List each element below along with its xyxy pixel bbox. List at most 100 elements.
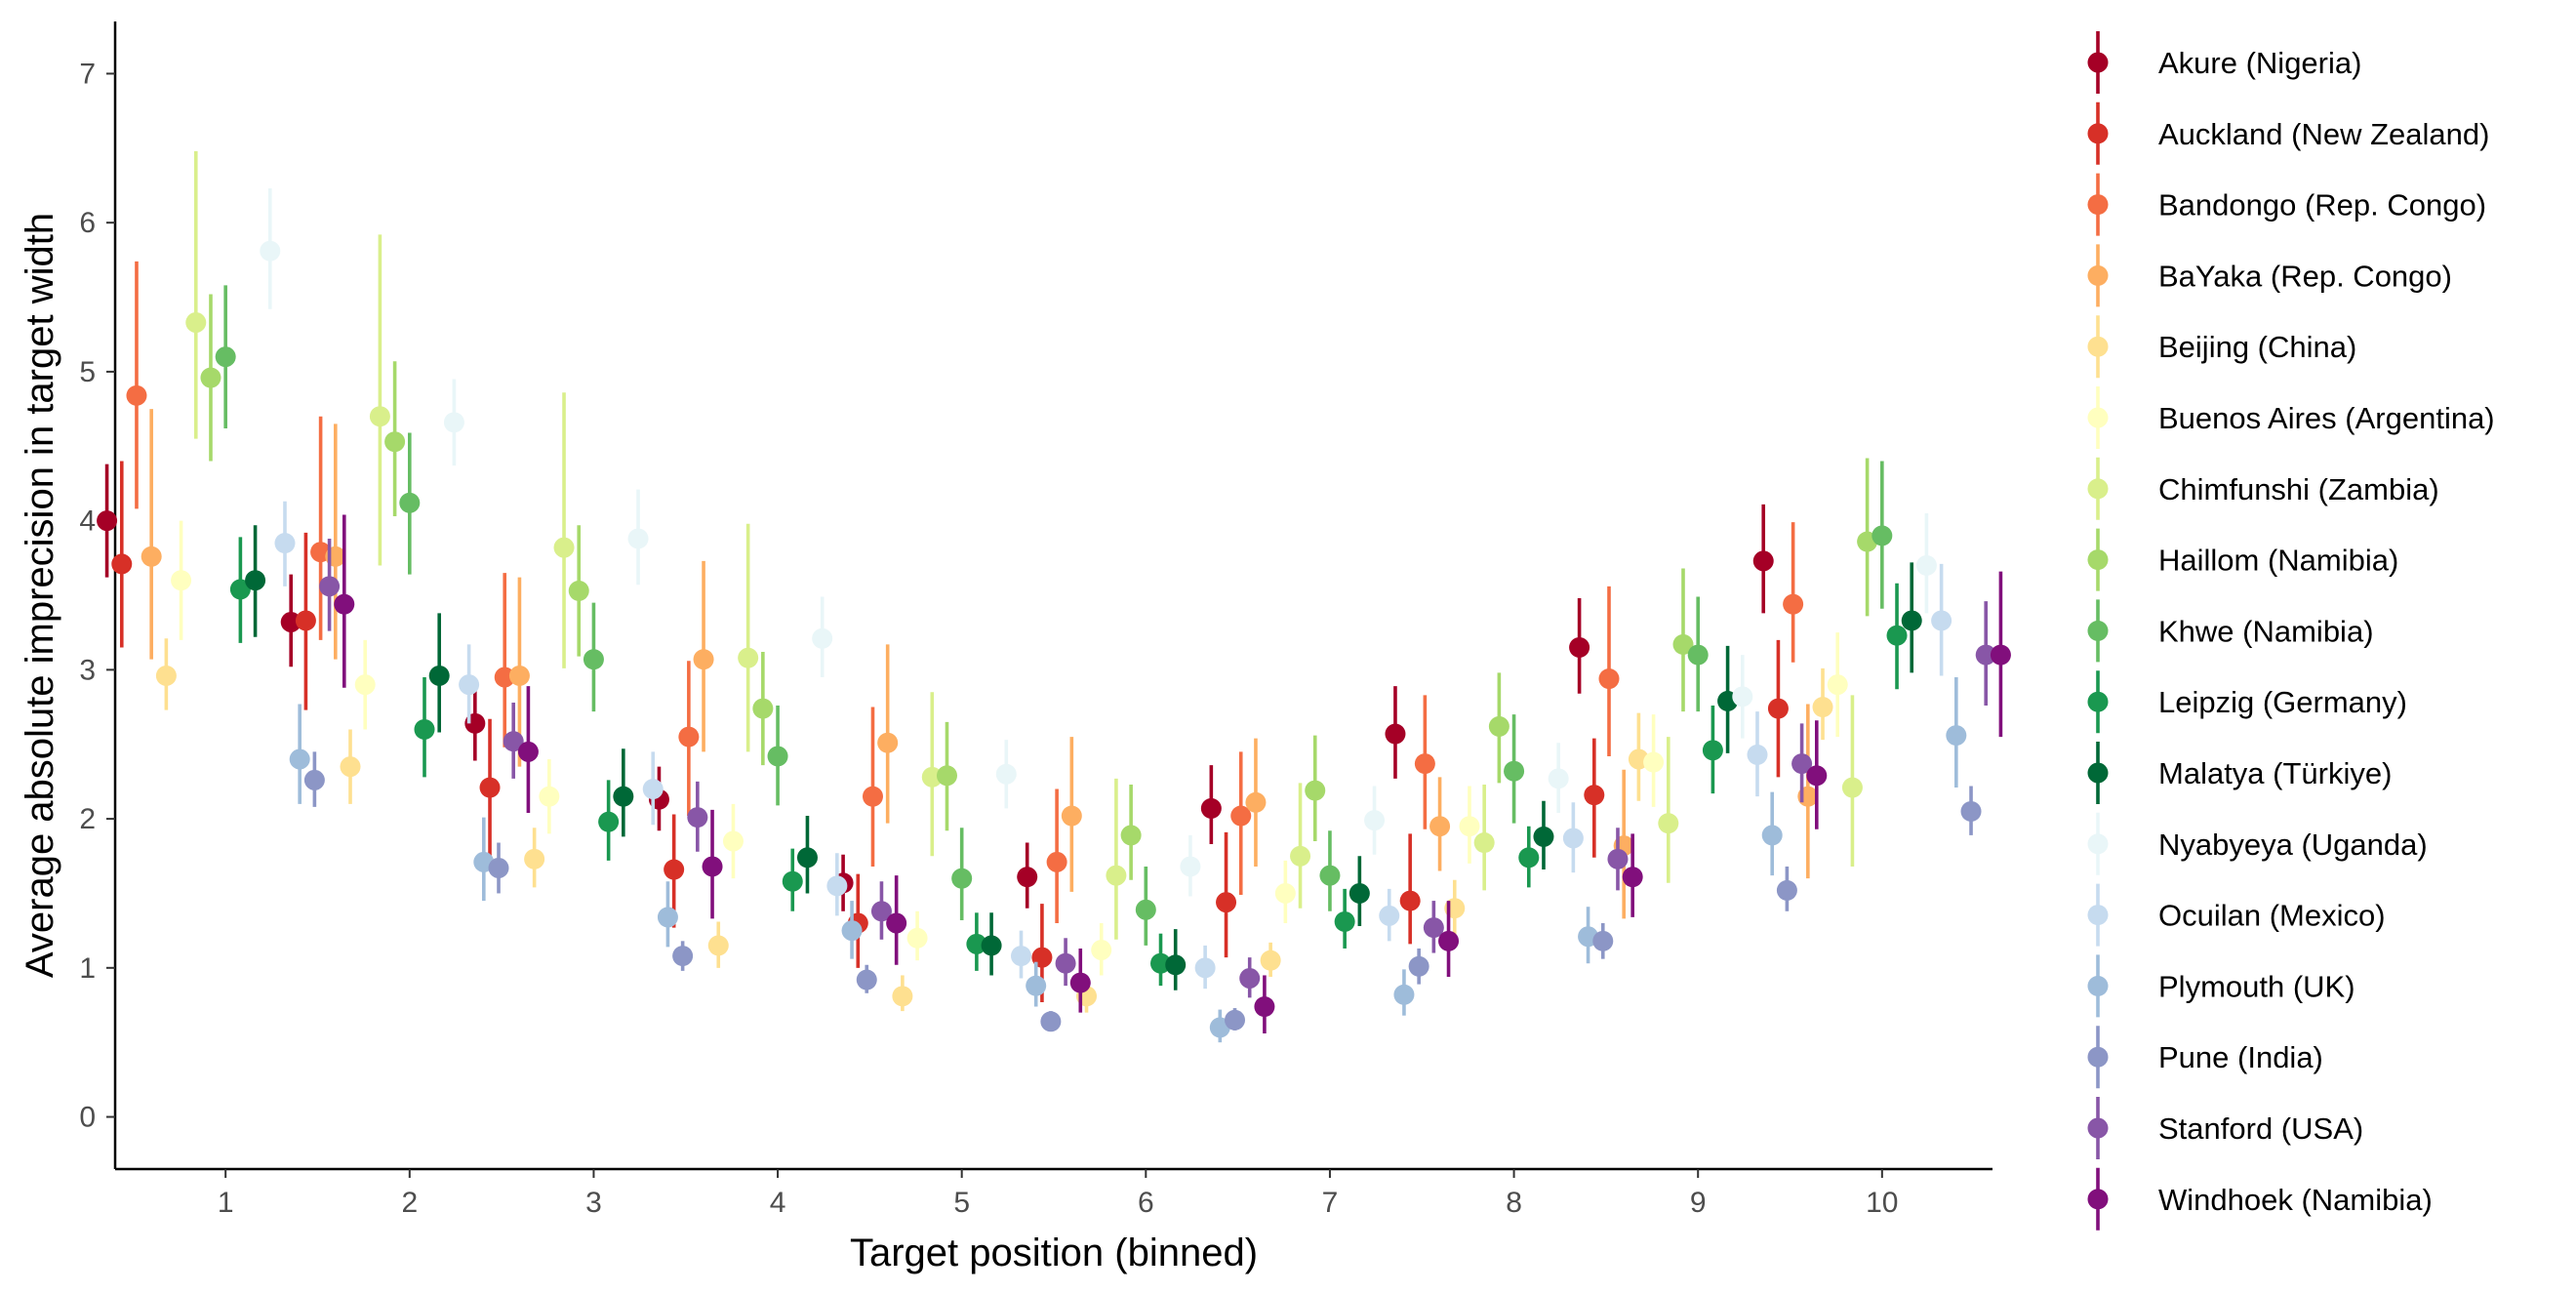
legend-key-point <box>2087 549 2109 571</box>
x-tick-label: 10 <box>1866 1187 1898 1219</box>
legend-item: Leipzig (Germany) <box>2087 670 2407 734</box>
data-point <box>951 868 973 889</box>
y-tick-label: 7 <box>79 58 96 90</box>
data-point <box>508 665 530 686</box>
data-point <box>479 777 501 798</box>
data-point <box>289 748 310 770</box>
data-point <box>334 593 355 615</box>
data-point <box>1598 668 1620 690</box>
data-point <box>672 946 694 967</box>
y-tick-label: 5 <box>79 356 96 388</box>
data-point <box>539 786 560 807</box>
legend-label: Chimfunshi (Zambia) <box>2158 472 2439 506</box>
series-group <box>141 409 1819 919</box>
data-point <box>1200 797 1222 819</box>
data-point <box>1408 955 1429 977</box>
series-group <box>97 464 1774 911</box>
data-point <box>553 537 575 558</box>
data-point <box>260 240 281 262</box>
data-point <box>1562 828 1584 849</box>
data-point <box>1239 968 1261 990</box>
legend-key-point <box>2087 52 2109 73</box>
legend-key-point <box>2087 123 2109 144</box>
data-point <box>702 856 723 877</box>
legend-key-point <box>2087 1046 2109 1068</box>
series-group <box>200 294 1878 880</box>
data-point <box>1473 832 1495 854</box>
legend-label: Windhoek (Namibia) <box>2158 1183 2433 1217</box>
data-point <box>1931 610 1952 631</box>
data-point <box>384 431 406 453</box>
y-tick-label: 3 <box>79 654 96 686</box>
legend-key-point <box>2087 691 2109 712</box>
legend-key-point <box>2087 1117 2109 1139</box>
data-point <box>1438 930 1460 951</box>
data-point <box>1459 816 1480 837</box>
data-point <box>443 412 464 433</box>
data-point <box>678 726 700 748</box>
legend-item: Stanford (USA) <box>2087 1097 2363 1159</box>
data-point <box>1106 865 1127 886</box>
data-point <box>1290 845 1311 867</box>
data-point <box>1069 972 1091 993</box>
series-group <box>185 150 1863 940</box>
data-point <box>664 859 685 880</box>
legend-label: Bandongo (Rep. Congo) <box>2158 188 2486 222</box>
data-point <box>141 545 162 567</box>
legend-item: Malatya (Türkiye) <box>2087 742 2392 804</box>
x-tick-label: 1 <box>218 1187 234 1219</box>
data-point <box>1975 644 1996 666</box>
data-point <box>340 756 361 778</box>
data-point <box>613 786 634 807</box>
data-point <box>1230 805 1252 827</box>
data-point <box>862 786 883 807</box>
data-point <box>906 927 928 949</box>
legend-label: Leipzig (Germany) <box>2158 685 2407 719</box>
legend-key-point <box>2087 478 2109 500</box>
data-point <box>1026 975 1047 996</box>
data-point <box>1225 1009 1246 1030</box>
data-point <box>1752 550 1774 572</box>
data-point <box>1548 768 1569 789</box>
data-point <box>877 732 899 753</box>
data-point <box>767 746 788 767</box>
data-point <box>295 610 316 631</box>
data-point <box>995 763 1017 785</box>
legend-item: BaYaka (Rep. Congo) <box>2087 244 2452 307</box>
legend-item: Pune (India) <box>2087 1026 2323 1089</box>
data-point <box>459 674 480 696</box>
data-point <box>369 406 390 427</box>
data-point <box>1274 882 1296 904</box>
data-point <box>687 807 708 828</box>
legend-label: Khwe (Namibia) <box>2158 614 2374 648</box>
legend-label: Auckland (New Zealand) <box>2158 117 2489 151</box>
legend-key-point <box>2087 905 2109 926</box>
data-point <box>693 649 714 670</box>
legend-key-point <box>2087 975 2109 996</box>
legend-label: Ocuilan (Mexico) <box>2158 899 2386 933</box>
data-point <box>1046 851 1067 872</box>
data-point <box>1776 879 1797 901</box>
data-point <box>1901 610 1922 631</box>
data-point <box>1946 725 1967 747</box>
legend-key-point <box>2087 620 2109 641</box>
x-tick-label: 2 <box>401 1187 418 1219</box>
data-point <box>97 510 118 532</box>
legend-key-point <box>2087 833 2109 855</box>
legend-key-point <box>2087 407 2109 428</box>
legend-label: BaYaka (Rep. Congo) <box>2158 259 2452 293</box>
y-tick-label: 2 <box>79 803 96 835</box>
series-group <box>126 261 1804 923</box>
data-point <box>1812 697 1833 718</box>
data-point <box>414 718 435 740</box>
data-point <box>517 741 539 762</box>
data-point <box>1915 554 1937 576</box>
data-point <box>1120 825 1142 846</box>
data-point <box>1569 636 1590 658</box>
data-point <box>1622 867 1643 888</box>
data-point <box>303 769 325 790</box>
data-point <box>1761 825 1783 846</box>
legend-item: Akure (Nigeria) <box>2087 31 2361 94</box>
data-point <box>1702 740 1723 761</box>
